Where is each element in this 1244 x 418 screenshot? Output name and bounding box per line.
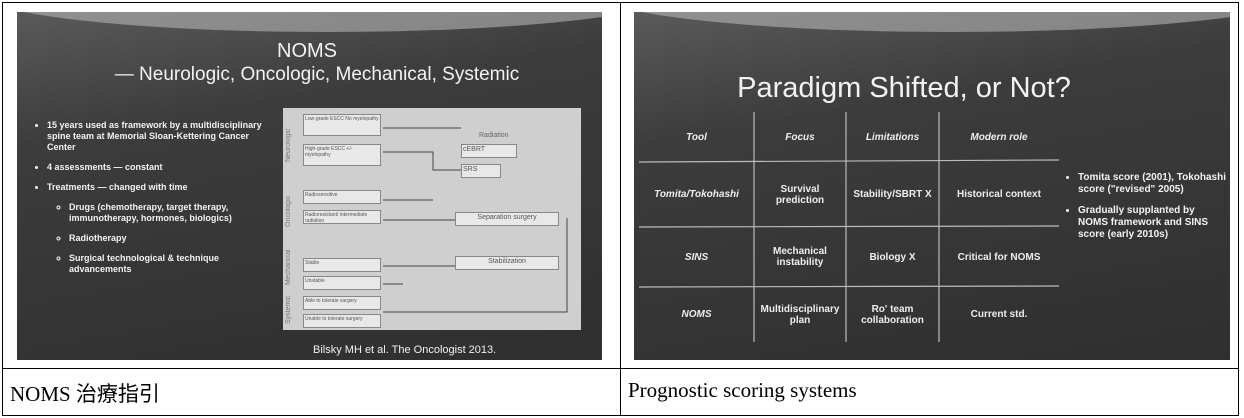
slide-photo: Paradigm Shifted, or Not? Tool Focus Limit… [634, 12, 1230, 360]
bullet: 4 assessments — constant [47, 162, 275, 173]
slide-subtitle: — Neurologic, Oncologic, Mechanical, Sys… [114, 64, 520, 85]
table-cell: Biology X [869, 251, 916, 263]
outcome-box: Stabilization [455, 256, 559, 270]
table-cell: Survival prediction [775, 183, 825, 206]
bullet: Gradually supplanted by NOMS framework a… [1078, 205, 1226, 241]
table-cell: Ro' team collaboration [861, 303, 924, 326]
table-header: Focus [785, 131, 815, 143]
bullet: 15 years used as framework by a multidis… [47, 120, 275, 153]
outcome-box: Separation surgery [455, 212, 559, 226]
outcome-box: cEBRT [461, 144, 517, 158]
outcome-box: SRS [461, 164, 501, 178]
diagram-box: Low-grade ESCC No myelopathy [303, 114, 381, 136]
caption: Prognostic scoring systems [628, 378, 857, 402]
sub-bullet-list: Drugs (chemotherapy, target therapy, imm… [47, 202, 275, 275]
diagram-box: High-grade ESCC +/- myelopathy [303, 144, 381, 166]
bullet-list: Tomita score (2001), Tokohashi score ("r… [1066, 172, 1226, 250]
table-cell [620, 368, 1239, 416]
table-cell: Multidisciplinary plan [760, 303, 840, 326]
bullet: Treatments — changed with time [47, 182, 275, 193]
table-cell: Stability/SBRT X [853, 189, 932, 200]
diagram: Neurologic Oncologic Mechanical Systemic… [283, 108, 581, 330]
table-lines [638, 112, 1060, 342]
diagram-box: Radiosensitive [303, 190, 381, 204]
bullet-list: 15 years used as framework by a multidis… [35, 120, 275, 284]
diagram-box: Stable [303, 258, 381, 272]
decoration [634, 12, 1230, 32]
table-header: Tool [686, 131, 707, 143]
table-cell: Current std. [970, 309, 1028, 320]
slide-title: NOMS [277, 40, 337, 62]
table-cell: Historical context [957, 189, 1041, 200]
citation: Bilsky MH et al. The Oncologist 2013. [313, 344, 497, 356]
table-header: Limitations [865, 131, 920, 143]
table-header: Modern role [970, 131, 1028, 143]
caption: NOMS 治療指引 [10, 382, 160, 406]
table-cell: NOMS [681, 309, 712, 320]
diagram-box: Able to tolerate surgery [303, 296, 381, 310]
diagram-label: Radiation [479, 132, 509, 139]
slide-title: Paradigm Shifted, or Not? [737, 72, 1071, 104]
sub-bullet: Drugs (chemotherapy, target therapy, imm… [69, 202, 275, 224]
diagram-box: Radioresistant/ intermediate radiation [303, 210, 381, 224]
slide-photo: NOMS — Neurologic, Oncologic, Mechanical… [17, 12, 602, 360]
table-cell: Mechanical instability [773, 246, 827, 268]
table-cell: SINS [684, 251, 709, 263]
diagram-box: Unable to tolerate surgery [303, 314, 381, 328]
bullet: Tomita score (2001), Tokohashi score ("r… [1078, 172, 1226, 196]
diagram-arrows [383, 127, 568, 313]
table-cell: Tomita/Tokohashi [654, 189, 739, 200]
diagram-box: Unstable [303, 276, 381, 290]
sub-bullet: Radiotherapy [69, 233, 275, 244]
table-cell: Critical for NOMS [957, 251, 1041, 263]
sub-bullet: Surgical technological & technique advan… [69, 253, 275, 275]
decoration [17, 12, 602, 32]
